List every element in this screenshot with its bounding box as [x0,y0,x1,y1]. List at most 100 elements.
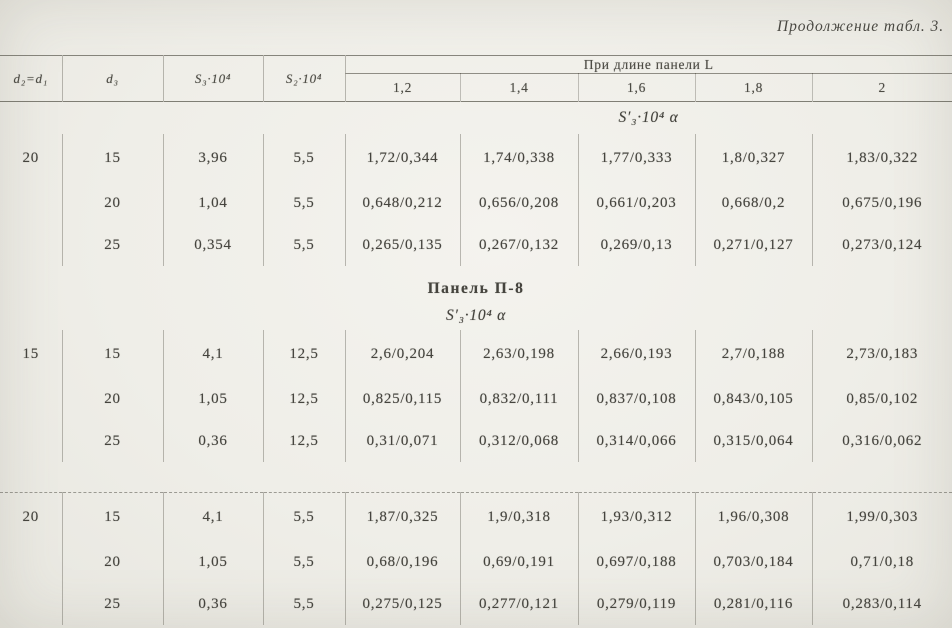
panel-section-title: Панель П-8 [427,280,525,297]
data-block-3: 20 15 4,1 5,5 1,87/0,325 1,9/0,318 1,93/0,312 1… [0,492,952,625]
param-cell: 25 [62,583,164,625]
table-row: 20 15 3,96 5,5 1,72/0,344 1,74/0,338 1,77/0,33… [0,134,952,182]
param-cell: 1,05 [163,378,264,420]
value-cell: 0,71/0,18 [850,553,914,570]
value-cell: 0,314/0,066 [578,420,696,462]
value-cell: 0,315/0,064 [695,420,813,462]
formula-label: S′₃·10⁴ α [618,109,679,126]
param-cell: 3,96 [163,134,264,182]
block-separator [0,462,952,493]
value-cell: 0,825/0,115 [345,378,461,420]
value-cell: 0,273/0,124 [842,236,923,253]
param-cell: 5,5 [263,134,346,182]
param-cell: 20 [62,541,164,583]
value-cell: 0,675/0,196 [842,194,923,211]
value-cell: 0,703/0,184 [695,541,813,583]
param-cell [0,541,63,583]
value-cell: 0,275/0,125 [345,583,461,625]
param-cell: 5,5 [263,541,346,583]
value-cell: 0,832/0,111 [460,378,579,420]
param-cell: 15 [62,330,164,378]
param-cell [0,224,63,266]
value-cell: 0,265/0,135 [345,224,461,266]
value-cell: 1,72/0,344 [345,134,461,182]
value-cell: 0,668/0,2 [695,182,813,224]
param-cell: 20 [62,182,164,224]
formula-label: S′₃·10⁴ α [445,307,507,324]
param-cell [0,182,63,224]
value-cell: 0,68/0,196 [345,541,461,583]
value-cell: 0,661/0,203 [578,182,696,224]
value-cell: 0,312/0,068 [460,420,579,462]
data-block-1: 20 15 3,96 5,5 1,72/0,344 1,74/0,338 1,77/0,33… [0,134,952,266]
param-cell: 5,5 [263,224,346,266]
length-header-1-2: 1,2 [345,73,461,102]
value-cell: 0,269/0,13 [578,224,696,266]
param-cell: 5,5 [263,492,346,541]
value-cell: 1,93/0,312 [578,492,696,541]
column-header-s3: S₃·10⁴ [163,55,264,102]
column-header-s2: S₂·10⁴ [263,55,346,102]
value-cell: 0,843/0,105 [695,378,813,420]
table-header: d₂=d₁ d₃ S₃·10⁴ S₂·10⁴ При длине панели … [0,55,952,102]
value-cell: 0,69/0,191 [460,541,579,583]
param-cell: 1,05 [163,541,264,583]
value-cell: 1,9/0,318 [460,492,579,541]
value-cell: 0,648/0,212 [345,182,461,224]
value-cell: 2,7/0,188 [695,330,813,378]
table-continuation-note: Продолжение табл. 3. [776,18,944,35]
value-cell: 2,63/0,198 [460,330,579,378]
param-cell: 5,5 [263,583,346,625]
length-header-1-4: 1,4 [460,73,579,102]
table-row: 25 0,36 5,5 0,275/0,125 0,277/0,121 0,279/0,1… [0,583,952,625]
table-row: 15 15 4,1 12,5 2,6/0,204 2,63/0,198 2,66/0,193… [0,330,952,378]
table-row: 20 1,04 5,5 0,648/0,212 0,656/0,208 0,661/0,2… [0,182,952,224]
param-cell: 25 [62,420,164,462]
table-row: 20 1,05 12,5 0,825/0,115 0,832/0,111 0,837/0,… [0,378,952,420]
value-cell: 1,87/0,325 [345,492,461,541]
param-cell: 12,5 [263,378,346,420]
param-cell: 12,5 [263,420,346,462]
value-cell: 2,6/0,204 [345,330,461,378]
param-cell: 5,5 [263,182,346,224]
value-cell: 0,271/0,127 [695,224,813,266]
value-cell: 0,85/0,102 [846,390,919,407]
param-cell: 12,5 [263,330,346,378]
param-cell: 0,36 [163,420,264,462]
param-cell: 15 [62,134,164,182]
value-cell: 1,74/0,338 [460,134,579,182]
param-cell: 1,04 [163,182,264,224]
param-cell: 4,1 [163,492,264,541]
table-row: 20 15 4,1 5,5 1,87/0,325 1,9/0,318 1,93/0,312 1… [0,492,952,541]
value-cell: 0,279/0,119 [578,583,696,625]
value-cell: 0,283/0,114 [842,595,922,612]
value-cell: 0,656/0,208 [460,182,579,224]
value-cell: 0,281/0,116 [695,583,813,625]
param-cell: 15 [62,492,164,541]
length-header-2: 2 [878,79,886,95]
table-row: 20 1,05 5,5 0,68/0,196 0,69/0,191 0,697/0,188… [0,541,952,583]
column-header-d2-d1: d₂=d₁ [0,55,63,102]
value-cell: 1,77/0,333 [578,134,696,182]
empty-cell [0,102,345,135]
value-cell: 1,83/0,322 [846,149,919,166]
value-cell: 0,697/0,188 [578,541,696,583]
param-cell: 25 [62,224,164,266]
param-cell: 20 [62,378,164,420]
table-row: 25 0,36 12,5 0,31/0,071 0,312/0,068 0,314/0,0… [0,420,952,462]
spacer [0,266,952,276]
param-cell [0,378,63,420]
continuation-table: d₂=d₁ d₃ S₃·10⁴ S₂·10⁴ При длине панели … [0,55,952,625]
param-cell: 0,36 [163,583,264,625]
value-cell: 1,99/0,303 [846,508,919,525]
param-cell: 15 [0,330,63,378]
param-cell: 0,354 [163,224,264,266]
length-header-1-6: 1,6 [578,73,696,102]
param-cell: 20 [0,134,63,182]
length-header-1-8: 1,8 [695,73,813,102]
param-cell: 20 [0,492,63,541]
param-cell [0,583,63,625]
value-cell: 1,96/0,308 [695,492,813,541]
column-header-panel-length: При длине панели L [345,55,952,74]
